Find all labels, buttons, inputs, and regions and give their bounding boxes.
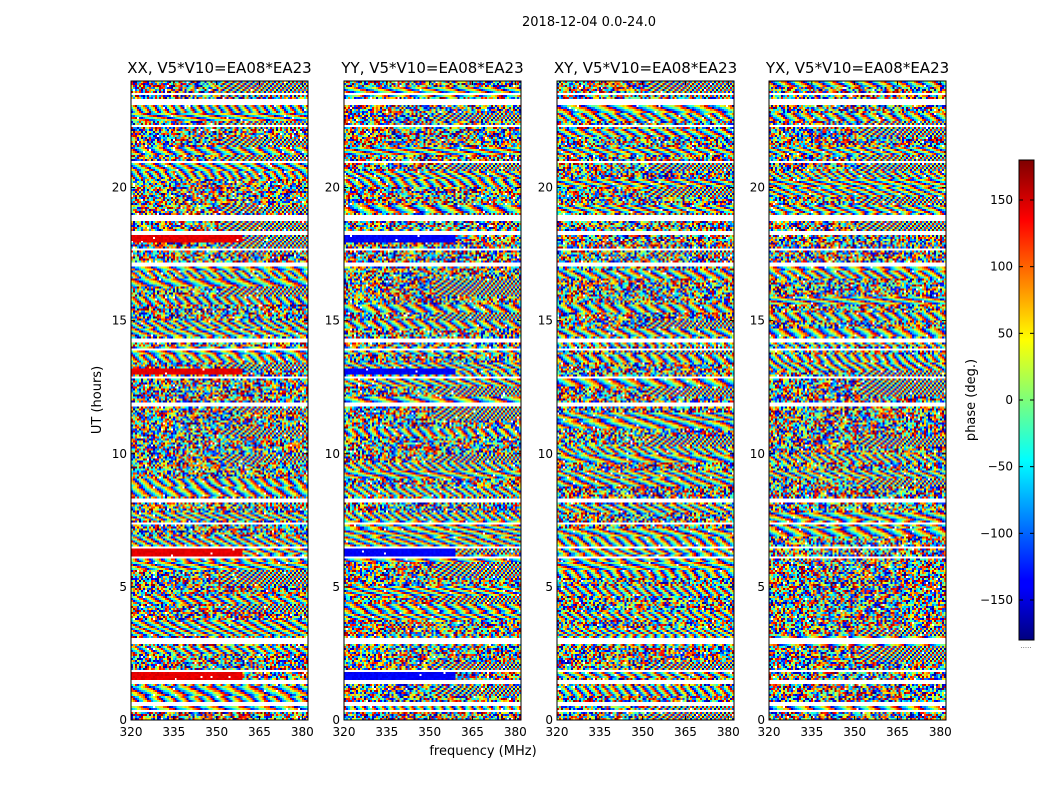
y-tick-label: 5: [757, 580, 765, 594]
panel-frame: [768, 80, 947, 721]
x-tick-label: 335: [588, 725, 611, 739]
x-tick-label: 380: [291, 725, 314, 739]
y-tick-label: 10: [112, 447, 127, 461]
y-tick-label: 10: [538, 447, 553, 461]
panel-title: XY, V5*V10=EA08*EA23: [554, 59, 737, 77]
y-tick-label: 0: [119, 713, 127, 727]
panel-title: XX, V5*V10=EA08*EA23: [127, 59, 311, 77]
panel-xx-heatmap: [131, 81, 308, 720]
y-tick-label: 5: [332, 580, 340, 594]
panel-xy-heatmap: [557, 81, 734, 720]
panel-frame: [343, 80, 522, 721]
colorbar-tick-label: 150: [990, 193, 1013, 207]
x-tick-label: 380: [929, 725, 952, 739]
panel-yx: YX, V5*V10=EA08*EA23 320 335 350 365 380 0 5 10 1…: [750, 59, 952, 739]
y-tick-label: 10: [325, 447, 340, 461]
x-tick-label: 335: [162, 725, 185, 739]
x-tick-label: 350: [843, 725, 866, 739]
colorbar-tick-label: −50: [988, 460, 1013, 474]
colorbar-tick-label: 0: [1005, 393, 1013, 407]
y-tick-label: 20: [750, 181, 765, 195]
x-tick-label: 320: [120, 725, 143, 739]
panel-yy: YY, V5*V10=EA08*EA23 320 335 350 365 380 0 5 10 1…: [325, 59, 527, 739]
y-tick-label: 20: [112, 181, 127, 195]
x-tick-label: 380: [717, 725, 740, 739]
x-tick-label: 350: [631, 725, 654, 739]
y-tick-label: 10: [750, 447, 765, 461]
x-tick-label: 365: [674, 725, 697, 739]
x-tick-label: 365: [886, 725, 909, 739]
x-tick-label: 335: [375, 725, 398, 739]
y-tick-label: 5: [119, 580, 127, 594]
x-tick-label: 365: [248, 725, 271, 739]
panel-yy-heatmap: [344, 81, 521, 720]
panels-layer: XX, V5*V10=EA08*EA23 320 335 350 365 380 0 5 10 1…: [112, 59, 952, 739]
colorbar-note: .....: [1020, 642, 1031, 650]
y-tick-label: 15: [538, 314, 553, 328]
y-tick-label: 0: [332, 713, 340, 727]
panel-frame: [556, 80, 735, 721]
y-axis-label: UT (hours): [90, 366, 105, 434]
y-tick-label: 20: [538, 181, 553, 195]
panel-frame: [130, 80, 309, 721]
y-tick-label: 20: [325, 181, 340, 195]
panel-yx-heatmap: [769, 81, 946, 720]
figure-title: 2018-12-04 0.0-24.0: [522, 15, 656, 30]
x-tick-label: 320: [758, 725, 781, 739]
x-tick-label: 320: [333, 725, 356, 739]
colorbar-label: phase (deg.): [964, 359, 979, 441]
x-tick-label: 350: [205, 725, 228, 739]
y-tick-label: 0: [545, 713, 553, 727]
panel-title: YY, V5*V10=EA08*EA23: [340, 59, 523, 77]
colorbar-tick-label: −100: [980, 526, 1013, 540]
y-tick-label: 15: [325, 314, 340, 328]
panel-title: YX, V5*V10=EA08*EA23: [765, 59, 949, 77]
x-tick-label: 335: [800, 725, 823, 739]
x-tick-label: 350: [418, 725, 441, 739]
y-tick-label: 0: [757, 713, 765, 727]
colorbar-tick-label: 100: [990, 260, 1013, 274]
panel-xy: XY, V5*V10=EA08*EA23 320 335 350 365 380 0 5 10 1…: [538, 59, 740, 739]
panel-xx: XX, V5*V10=EA08*EA23 320 335 350 365 380 0 5 10 1…: [112, 59, 314, 739]
x-tick-label: 365: [461, 725, 484, 739]
y-tick-label: 15: [112, 314, 127, 328]
colorbar-ticks: −150 −100 −50 0 50 100 150: [980, 193, 1034, 607]
colorbar-tick-label: 50: [998, 326, 1013, 340]
colorbar-tick-label: −150: [980, 593, 1013, 607]
x-tick-label: 320: [546, 725, 569, 739]
colorbar: −150 −100 −50 0 50 100 150 phase (deg.) .....: [964, 159, 1035, 650]
y-tick-label: 5: [545, 580, 553, 594]
x-tick-label: 380: [504, 725, 527, 739]
x-axis-label: frequency (MHz): [429, 744, 536, 759]
y-tick-label: 15: [750, 314, 765, 328]
